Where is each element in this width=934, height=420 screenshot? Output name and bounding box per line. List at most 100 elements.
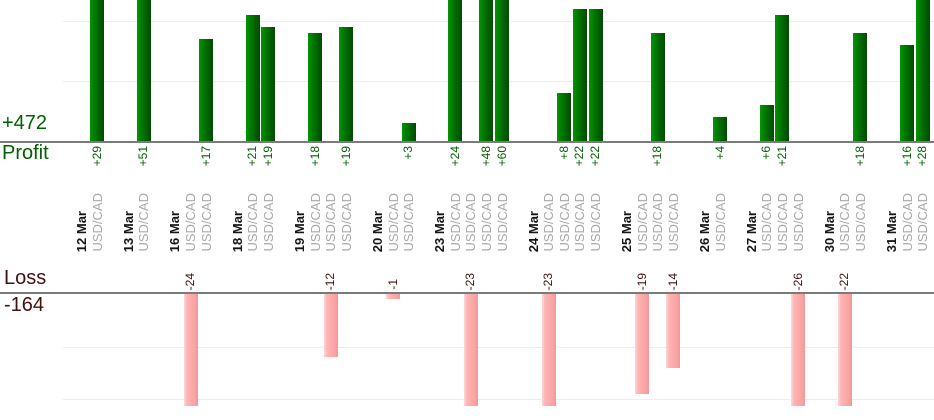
date-label: 16 Mar xyxy=(167,210,183,252)
instrument-label: USD/CAD xyxy=(338,193,354,252)
bar-value-label: +28 xyxy=(915,146,930,167)
instrument-label: USD/CAD xyxy=(89,193,105,252)
date-label: 19 Mar xyxy=(292,210,307,252)
loss-total-value: -164 xyxy=(4,294,45,316)
profit-bar xyxy=(339,27,354,141)
bar-value-label: +48 xyxy=(478,146,493,167)
profit-axis-label: Profit xyxy=(2,142,49,164)
instrument-label: USD/CAD xyxy=(478,193,494,252)
instrument-label: USD/CAD xyxy=(759,193,775,252)
loss-bar xyxy=(386,294,400,300)
instrument-label: USD/CAD xyxy=(136,193,152,252)
bar-value-label: -23 xyxy=(463,272,478,290)
profit-bar xyxy=(557,93,572,141)
bar-value-label: +22 xyxy=(572,146,587,167)
loss-bar xyxy=(837,294,852,406)
instrument-label: USD/CAD xyxy=(650,193,666,252)
profit-bar xyxy=(261,27,276,141)
profit-bar xyxy=(900,45,914,141)
profit-bar xyxy=(759,105,774,141)
profit-bar xyxy=(713,117,728,141)
instrument-label: USD/CAD xyxy=(541,193,557,252)
instrument-label: USD/CAD xyxy=(323,193,339,252)
instrument-label: USD/CAD xyxy=(447,193,463,252)
bar-value-label: +22 xyxy=(588,146,602,167)
profit-bar xyxy=(199,39,213,141)
loss-bar xyxy=(666,294,681,368)
loss-bar xyxy=(463,294,478,406)
instrument-label: USD/CAD xyxy=(634,193,650,252)
instrument-label: USD/CAD xyxy=(385,193,401,252)
date-label: 12 Mar xyxy=(73,210,89,252)
profit-bar xyxy=(448,0,463,141)
instrument-label: USD/CAD xyxy=(307,193,323,252)
date-label: 25 Mar xyxy=(619,210,635,252)
profit-bar xyxy=(136,0,151,141)
date-label: 24 Mar xyxy=(525,210,541,252)
bar-value-label: -19 xyxy=(634,272,649,290)
bar-value-label: +6 xyxy=(759,146,774,160)
instrument-label: USD/CAD xyxy=(183,193,198,252)
bar-value-label: -14 xyxy=(665,272,680,290)
instrument-label: USD/CAD xyxy=(852,193,868,252)
date-label: 20 Mar xyxy=(369,210,385,252)
bar-value-label: +18 xyxy=(852,146,867,167)
profit-total-value: +472 xyxy=(2,112,48,134)
instrument-label: USD/CAD xyxy=(665,193,681,252)
bar-value-label: +8 xyxy=(556,146,571,160)
instrument-label: USD/CAD xyxy=(915,193,931,252)
bar-value-label: +19 xyxy=(338,146,353,167)
bar-value-label: +24 xyxy=(447,146,462,167)
profit-bar xyxy=(588,9,603,141)
date-label: 13 Mar xyxy=(120,210,136,252)
date-label: 23 Mar xyxy=(432,210,448,252)
bar-value-label: +19 xyxy=(260,146,275,167)
bar-value-label: -12 xyxy=(323,272,338,290)
date-label: 31 Mar xyxy=(883,210,899,252)
loss-gridline xyxy=(63,346,934,348)
profit-bar xyxy=(853,33,868,141)
loss-bar xyxy=(541,294,556,406)
instrument-label: USD/CAD xyxy=(774,193,790,252)
loss-gridline xyxy=(63,399,934,400)
profit-zero-axis-line xyxy=(0,141,934,143)
loss-axis-label: Loss xyxy=(4,267,47,289)
date-label: 18 Mar xyxy=(229,210,245,252)
profit-bar xyxy=(495,0,509,141)
instrument-label: USD/CAD xyxy=(572,193,588,252)
profit-bar xyxy=(479,0,494,141)
bar-value-label: +16 xyxy=(899,146,914,167)
profit-bar xyxy=(650,33,665,141)
bar-value-label: -1 xyxy=(385,279,400,290)
bar-value-label: -23 xyxy=(541,272,556,290)
instrument-label: USD/CAD xyxy=(401,193,416,252)
profit-bar xyxy=(401,123,416,141)
bar-value-label: +21 xyxy=(774,146,789,167)
instrument-label: USD/CAD xyxy=(260,193,276,252)
bar-value-label: +60 xyxy=(494,146,509,167)
bar-value-label: +18 xyxy=(650,146,665,167)
profit-bar xyxy=(572,9,587,141)
bar-value-label: +21 xyxy=(245,146,260,167)
bar-value-label: -22 xyxy=(837,272,852,290)
loss-bar xyxy=(791,294,805,406)
instrument-label: USD/CAD xyxy=(588,193,603,252)
instrument-label: USD/CAD xyxy=(463,193,479,252)
bar-value-label: +51 xyxy=(136,146,151,167)
bar-value-label: +29 xyxy=(89,146,104,167)
instrument-label: USD/CAD xyxy=(790,193,806,252)
instrument-label: USD/CAD xyxy=(899,193,915,252)
profit-bar xyxy=(90,0,104,141)
loss-bar xyxy=(183,294,198,406)
date-label: 27 Mar xyxy=(743,210,759,252)
profit-bar xyxy=(308,33,323,141)
profit-bar xyxy=(245,15,260,141)
instrument-label: USD/CAD xyxy=(837,193,853,252)
bar-value-label: +17 xyxy=(198,146,213,167)
loss-bar xyxy=(323,294,338,357)
date-label: 30 Mar xyxy=(821,210,837,252)
loss-bar xyxy=(635,294,650,394)
date-label: 26 Mar xyxy=(697,210,712,252)
instrument-label: USD/CAD xyxy=(556,193,572,252)
